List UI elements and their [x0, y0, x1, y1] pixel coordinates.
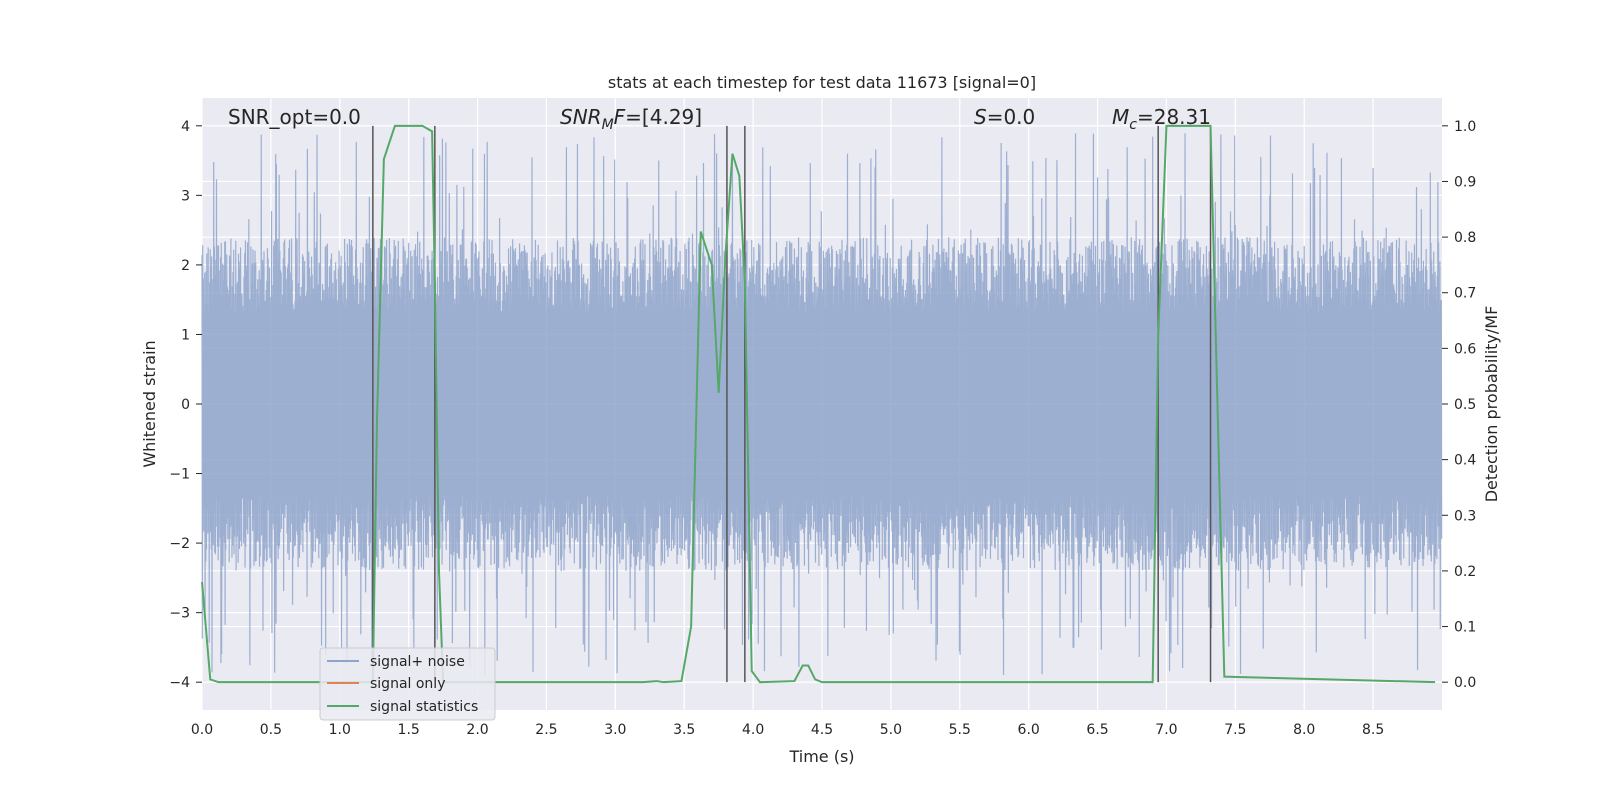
x-tick-label: 1.5 [398, 722, 420, 738]
annotation-snr-mf-sub: M [602, 117, 614, 133]
annotation-mc-value: =28.31 [1137, 105, 1211, 129]
x-tick-label: 0.5 [260, 722, 282, 738]
y-right-tick-label: 0.8 [1454, 230, 1476, 246]
y-right-tick-label: 0.7 [1454, 286, 1476, 302]
y-right-tick-label: 0.9 [1454, 174, 1476, 190]
signal-statistics-series [201, 124, 1436, 684]
y-left-tick-label: 2 [181, 258, 190, 274]
annotation-s: S=0.0 [974, 105, 1035, 129]
signal-statistics-line [201, 124, 1436, 684]
x-tick-label: 0.0 [191, 722, 213, 738]
legend-box [319, 647, 496, 721]
y-axis-left-label: Whitened strain [140, 340, 159, 467]
annotation-snr-mf-value: =[4.29] [625, 105, 702, 129]
y-right-tick-label: 0.1 [1454, 620, 1476, 636]
y-right-tick-label: 0.0 [1454, 675, 1476, 691]
y-left-tick-label: 4 [181, 119, 190, 135]
x-tick-label: 8.5 [1362, 722, 1384, 738]
x-tick-label: 8.0 [1293, 722, 1315, 738]
y-left-tick-label: −2 [169, 536, 190, 552]
x-tick-label: 6.0 [1018, 722, 1040, 738]
legend-label-noise: signal+ noise [370, 654, 465, 670]
annotation-mc: Mc=28.31 [1112, 105, 1211, 133]
y-left-tick-label: 0 [181, 397, 190, 413]
x-tick-label: 2.5 [535, 722, 557, 738]
legend-label-signal-only: signal only [370, 676, 445, 692]
y-right-tick-label: 0.5 [1454, 397, 1476, 413]
annotation-s-italic: S [974, 105, 987, 129]
annotation-snr-opt: SNR_opt=0.0 [228, 105, 361, 129]
x-tick-label: 3.5 [673, 722, 695, 738]
x-tick-label: 6.5 [1086, 722, 1108, 738]
x-tick-label: 5.5 [949, 722, 971, 738]
y-right-tick-label: 0.2 [1454, 564, 1476, 580]
chart-title: stats at each timestep for test data 116… [608, 73, 1036, 92]
annotation-mc-sub: c [1129, 117, 1137, 133]
y-right-tick-label: 0.6 [1454, 341, 1476, 357]
y-left-tick-label: −3 [169, 606, 190, 622]
y-left-tick-label: −4 [169, 675, 190, 691]
y-right-tick-label: 1.0 [1454, 119, 1476, 135]
x-tick-label: 2.0 [466, 722, 488, 738]
x-tick-label: 7.0 [1155, 722, 1177, 738]
ticks: 0.0 0.5 1.0 1.5 2.0 2.5 3.0 3.5 4.0 4.5 5.0 5.5 6.0 6… [169, 119, 1476, 738]
y-left-tick-label: −1 [169, 467, 190, 483]
annotation-snr-mf-italic: F [614, 105, 626, 129]
x-tick-label: 5.0 [880, 722, 902, 738]
noise-line [201, 133, 1443, 676]
noise-series [201, 133, 1443, 676]
y-axis-right-label: Detection probability/MF [1482, 306, 1501, 503]
x-tick-label: 4.0 [742, 722, 764, 738]
annotation-s-value: =0.0 [987, 105, 1036, 129]
x-tick-label: 7.5 [1224, 722, 1246, 738]
legend-label-statistics: signal statistics [370, 699, 478, 715]
y-left-tick-label: 1 [181, 327, 190, 343]
y-left-tick-label: 3 [181, 188, 190, 204]
x-tick-label: 4.5 [811, 722, 833, 738]
x-axis-label: Time (s) [788, 747, 854, 766]
annotation-snr-mf-main: SNR [560, 105, 602, 129]
annotation-snr-mf: SNRMF=[4.29] [560, 105, 702, 133]
legend: signal+ noise signal only signal statist… [319, 647, 496, 721]
vertical-markers [372, 125, 1212, 683]
x-tick-label: 1.0 [329, 722, 351, 738]
y-right-tick-label: 0.4 [1454, 453, 1476, 469]
annotation-mc-main: M [1112, 105, 1129, 129]
y-right-tick-label: 0.3 [1454, 508, 1476, 524]
x-tick-label: 3.0 [604, 722, 626, 738]
